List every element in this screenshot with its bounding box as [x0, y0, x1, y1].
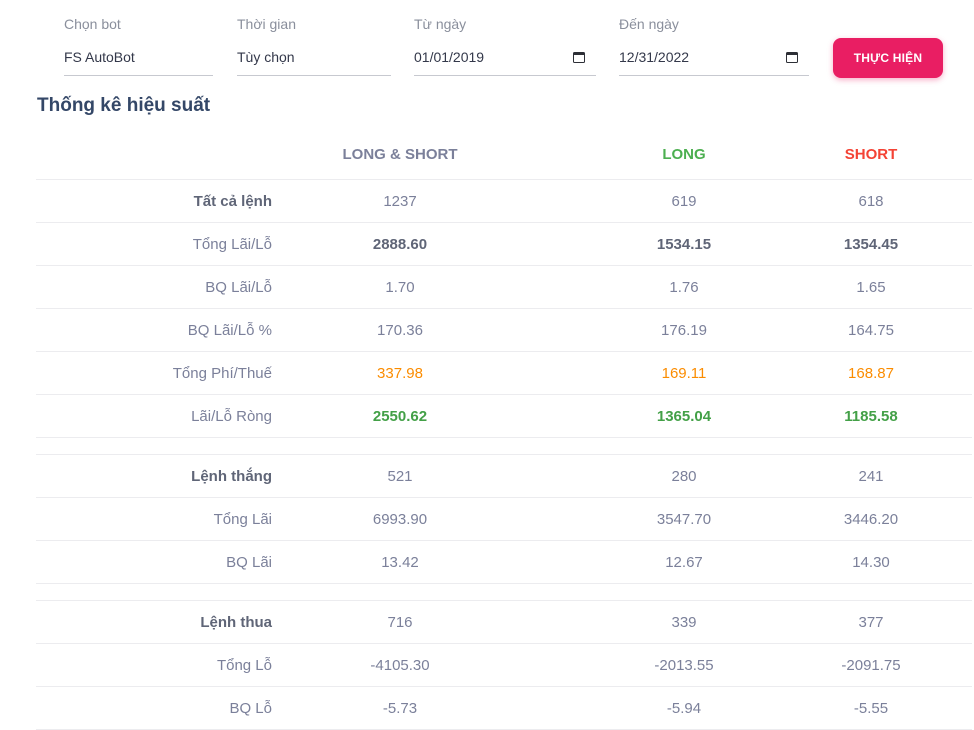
row-label: Tổng Lãi/Lỗ [36, 222, 274, 266]
cell-long: 619 [598, 179, 770, 223]
cell-short: 618 [770, 179, 972, 223]
row-label: Lệnh thắng [36, 454, 274, 498]
header-short: SHORT [770, 130, 972, 180]
cell-short: 168.87 [770, 351, 972, 395]
row-label: Tổng Lãi [36, 497, 274, 541]
row-label: BQ Lãi [36, 540, 274, 584]
cell-short: 14.30 [770, 540, 972, 584]
table-spacer [36, 583, 972, 601]
cell-short: 3446.20 [770, 497, 972, 541]
cell-short: -5.55 [770, 686, 972, 730]
period-select-label: Thời gian [237, 16, 296, 32]
cell-short: 1354.45 [770, 222, 972, 266]
to-date-value[interactable]: 12/31/2022 [619, 49, 690, 65]
cell-long: 12.67 [598, 540, 770, 584]
cell-long: 3547.70 [598, 497, 770, 541]
header-empty [36, 130, 274, 180]
header-long: LONG [598, 130, 770, 180]
calendar-icon[interactable] [786, 52, 798, 63]
header-long-short: LONG & SHORT [274, 130, 598, 180]
table-row: BQ Lãi/Lỗ % 170.36 176.19 164.75 [36, 308, 972, 352]
cell-long-short: 6993.90 [274, 497, 598, 541]
table-header-row: LONG & SHORT LONG SHORT [36, 130, 972, 180]
cell-short: 241 [770, 454, 972, 498]
from-date-input[interactable]: Từ ngày 01/01/2019 [414, 16, 596, 76]
cell-short: 377 [770, 600, 972, 644]
table-row: Tổng Lãi/Lỗ 2888.60 1534.15 1354.45 [36, 222, 972, 266]
period-select-underline [237, 75, 391, 76]
cell-long: 339 [598, 600, 770, 644]
cell-short: 1185.58 [770, 394, 972, 438]
cell-long-short: 337.98 [274, 351, 598, 395]
performance-stats-table: LONG & SHORT LONG SHORT Tất cả lệnh 1237… [36, 130, 972, 730]
page-title: Thống kê hiệu suất [37, 95, 211, 116]
cell-long: 176.19 [598, 308, 770, 352]
period-select-value[interactable]: Tùy chọn [237, 49, 295, 65]
bot-select-value[interactable]: FS AutoBot [64, 49, 135, 65]
cell-long-short: 13.42 [274, 540, 598, 584]
table-row: BQ Lãi/Lỗ 1.70 1.76 1.65 [36, 265, 972, 309]
table-row: Tất cả lệnh 1237 619 618 [36, 179, 972, 223]
to-date-input[interactable]: Đến ngày 12/31/2022 [619, 16, 809, 76]
cell-short: 164.75 [770, 308, 972, 352]
cell-long-short: 2550.62 [274, 394, 598, 438]
calendar-icon[interactable] [573, 52, 585, 63]
cell-long-short: 1.70 [274, 265, 598, 309]
bot-select-label: Chọn bot [64, 16, 121, 32]
table-row: Lãi/Lỗ Ròng 2550.62 1365.04 1185.58 [36, 394, 972, 438]
table-row: BQ Lãi 13.42 12.67 14.30 [36, 540, 972, 584]
cell-long: 1365.04 [598, 394, 770, 438]
cell-long-short: 2888.60 [274, 222, 598, 266]
cell-long-short: 1237 [274, 179, 598, 223]
to-date-label: Đến ngày [619, 16, 679, 32]
cell-long: -5.94 [598, 686, 770, 730]
table-spacer [36, 437, 972, 455]
cell-long-short: 170.36 [274, 308, 598, 352]
filter-bar: Chọn bot FS AutoBot Thời gian Tùy chọn T… [0, 0, 974, 90]
cell-long-short: -5.73 [274, 686, 598, 730]
row-label: Tổng Lỗ [36, 643, 274, 687]
cell-long: 1534.15 [598, 222, 770, 266]
period-select[interactable]: Thời gian Tùy chọn [237, 16, 391, 76]
cell-long: 280 [598, 454, 770, 498]
row-label: Lãi/Lỗ Ròng [36, 394, 274, 438]
cell-long-short: 521 [274, 454, 598, 498]
from-date-label: Từ ngày [414, 16, 467, 32]
run-button[interactable]: THỰC HIỆN [833, 38, 943, 78]
row-label: BQ Lỗ [36, 686, 274, 730]
cell-short: -2091.75 [770, 643, 972, 687]
from-date-underline [414, 75, 596, 76]
row-label: Tất cả lệnh [36, 179, 274, 223]
from-date-value[interactable]: 01/01/2019 [414, 49, 485, 65]
table-row: Lệnh thua 716 339 377 [36, 600, 972, 644]
cell-long: 1.76 [598, 265, 770, 309]
row-label: Lệnh thua [36, 600, 274, 644]
table-row: Tổng Lỗ -4105.30 -2013.55 -2091.75 [36, 643, 972, 687]
row-label: Tổng Phí/Thuế [36, 351, 274, 395]
cell-long: -2013.55 [598, 643, 770, 687]
table-row: BQ Lỗ -5.73 -5.94 -5.55 [36, 686, 972, 730]
cell-long: 169.11 [598, 351, 770, 395]
cell-short: 1.65 [770, 265, 972, 309]
bot-select-underline [64, 75, 213, 76]
table-row: Tổng Lãi 6993.90 3547.70 3446.20 [36, 497, 972, 541]
row-label: BQ Lãi/Lỗ % [36, 308, 274, 352]
to-date-underline [619, 75, 809, 76]
cell-long-short: 716 [274, 600, 598, 644]
row-label: BQ Lãi/Lỗ [36, 265, 274, 309]
table-row: Tổng Phí/Thuế 337.98 169.11 168.87 [36, 351, 972, 395]
cell-long-short: -4105.30 [274, 643, 598, 687]
bot-select[interactable]: Chọn bot FS AutoBot [64, 16, 213, 76]
table-row: Lệnh thắng 521 280 241 [36, 454, 972, 498]
